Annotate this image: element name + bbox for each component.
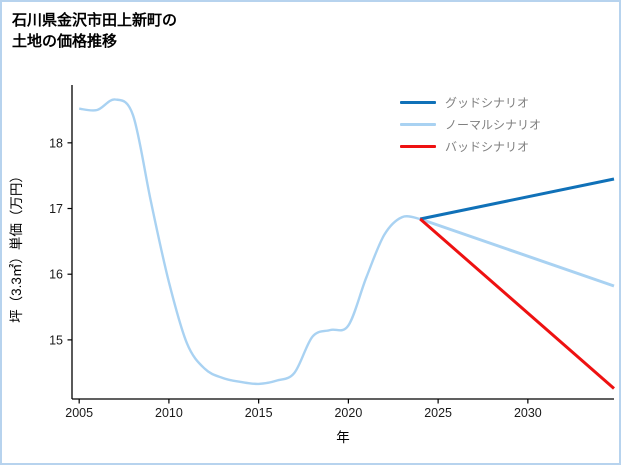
x-tick-label: 2030 (514, 406, 542, 420)
legend-swatch-good (400, 101, 436, 104)
series-line-bad (419, 217, 615, 390)
chart-title: 石川県金沢市田上新町の 土地の価格推移 (12, 10, 177, 52)
y-tick-label: 18 (49, 136, 63, 150)
chart-title-line2: 土地の価格推移 (12, 33, 118, 50)
legend-item-normal: ノーマルシナリオ (400, 117, 541, 132)
x-tick-label: 2015 (245, 406, 273, 420)
y-axis-label: 坪（3.3㎡）単価（万円） (9, 169, 24, 323)
x-tick-label: 2010 (155, 406, 183, 420)
chart-title-line1: 石川県金沢市田上新町の (12, 12, 178, 29)
legend-label-normal: ノーマルシナリオ (445, 118, 542, 132)
series-line-good (419, 177, 615, 221)
y-tick-label: 17 (49, 202, 63, 216)
legend-item-bad: バッドシナリオ (400, 139, 541, 154)
y-tick-label: 15 (49, 333, 63, 347)
legend: グッドシナリオ ノーマルシナリオ バッドシナリオ (400, 95, 541, 161)
legend-swatch-bad (400, 145, 436, 148)
series-line-history (79, 98, 421, 386)
legend-item-good: グッドシナリオ (400, 95, 541, 110)
legend-swatch-normal (400, 123, 436, 126)
x-tick-label: 2020 (334, 406, 362, 420)
legend-label-good: グッドシナリオ (445, 96, 530, 110)
x-axis-label: 年 (336, 430, 350, 445)
x-tick-label: 2025 (424, 406, 452, 420)
y-tick-label: 16 (49, 268, 63, 282)
x-tick-label: 2005 (65, 406, 93, 420)
series-line-normal (419, 217, 615, 288)
legend-label-bad: バッドシナリオ (445, 140, 530, 154)
